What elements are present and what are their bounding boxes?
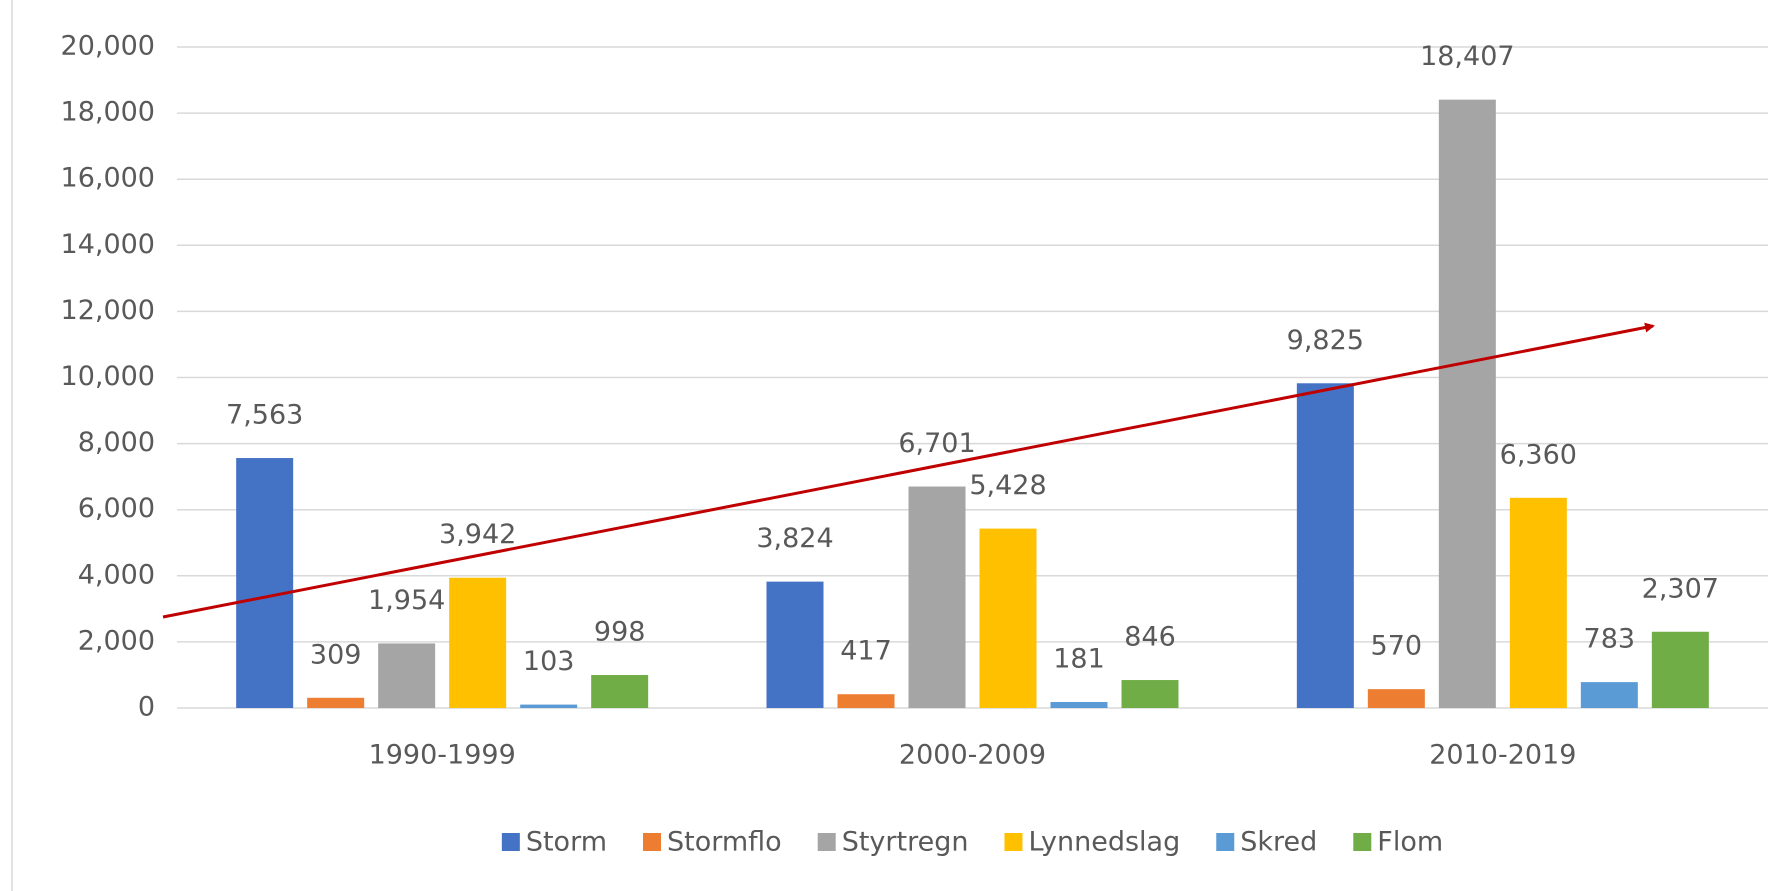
data-label: 570 bbox=[1371, 631, 1423, 662]
bar bbox=[908, 486, 966, 708]
data-label: 846 bbox=[1124, 622, 1176, 653]
y-tick-label: 6,000 bbox=[78, 493, 155, 524]
data-label: 5,428 bbox=[969, 470, 1046, 501]
y-tick-label: 2,000 bbox=[78, 625, 155, 656]
y-tick-label: 8,000 bbox=[78, 427, 155, 458]
data-label: 1,954 bbox=[368, 585, 445, 616]
bar bbox=[1580, 682, 1638, 708]
data-label: 998 bbox=[594, 617, 646, 648]
bar bbox=[1367, 689, 1425, 708]
plot: 0 2,000 4,000 6,000 8,000 10,000 12,000 14,000 1… bbox=[61, 31, 1768, 858]
data-label: 3,942 bbox=[439, 519, 516, 550]
bar bbox=[378, 643, 436, 708]
data-label: 18,407 bbox=[1420, 41, 1514, 72]
legend-label: Styrtregn bbox=[842, 827, 969, 858]
bar bbox=[1050, 702, 1108, 708]
bar bbox=[1509, 497, 1567, 708]
data-label: 417 bbox=[840, 636, 892, 667]
y-tick-label: 4,000 bbox=[78, 559, 155, 590]
legend-swatch bbox=[817, 833, 836, 851]
legend-label: Skred bbox=[1240, 827, 1317, 858]
x-tick-label: 1990-1999 bbox=[369, 740, 516, 771]
bar bbox=[837, 694, 895, 708]
x-tick-label: 2010-2019 bbox=[1429, 740, 1576, 771]
x-tick-label: 2000-2009 bbox=[899, 740, 1046, 771]
data-label: 7,563 bbox=[226, 400, 303, 431]
bar bbox=[307, 697, 365, 708]
bar bbox=[979, 528, 1037, 708]
legend-label: Flom bbox=[1377, 827, 1443, 858]
bar bbox=[591, 675, 649, 708]
y-tick-label: 20,000 bbox=[61, 31, 155, 62]
bar bbox=[1438, 99, 1496, 708]
bar bbox=[236, 458, 294, 708]
data-label: 2,307 bbox=[1642, 573, 1719, 604]
bar bbox=[766, 581, 824, 708]
y-tick-label: 12,000 bbox=[61, 295, 155, 326]
trend-arrow bbox=[162, 322, 1655, 619]
data-label: 309 bbox=[310, 639, 362, 670]
bar bbox=[449, 577, 507, 708]
y-tick-label: 14,000 bbox=[61, 229, 155, 260]
data-label: 783 bbox=[1584, 624, 1636, 655]
y-tick-label: 10,000 bbox=[61, 361, 155, 392]
data-label: 6,701 bbox=[898, 428, 975, 459]
legend-swatch bbox=[1004, 833, 1023, 851]
data-label: 3,824 bbox=[756, 523, 833, 554]
data-label: 103 bbox=[523, 646, 575, 677]
legend-label: Storm bbox=[526, 827, 607, 858]
bar bbox=[1296, 383, 1354, 708]
legend-swatch bbox=[643, 833, 662, 851]
legend-swatch bbox=[1216, 833, 1235, 851]
y-tick-label: 16,000 bbox=[61, 163, 155, 194]
y-tick-label: 0 bbox=[138, 692, 155, 723]
data-label: 6,360 bbox=[1500, 439, 1577, 470]
legend-label: Lynnedslag bbox=[1028, 827, 1180, 858]
legend-label: Stormflo bbox=[667, 827, 782, 858]
legend-swatch bbox=[1353, 833, 1372, 851]
bar bbox=[520, 704, 578, 708]
data-label: 181 bbox=[1053, 644, 1105, 675]
bar bbox=[1651, 631, 1709, 708]
y-tick-label: 18,000 bbox=[61, 97, 155, 128]
data-label: 9,825 bbox=[1287, 325, 1364, 356]
bar bbox=[1121, 680, 1179, 708]
legend-swatch bbox=[501, 833, 520, 851]
